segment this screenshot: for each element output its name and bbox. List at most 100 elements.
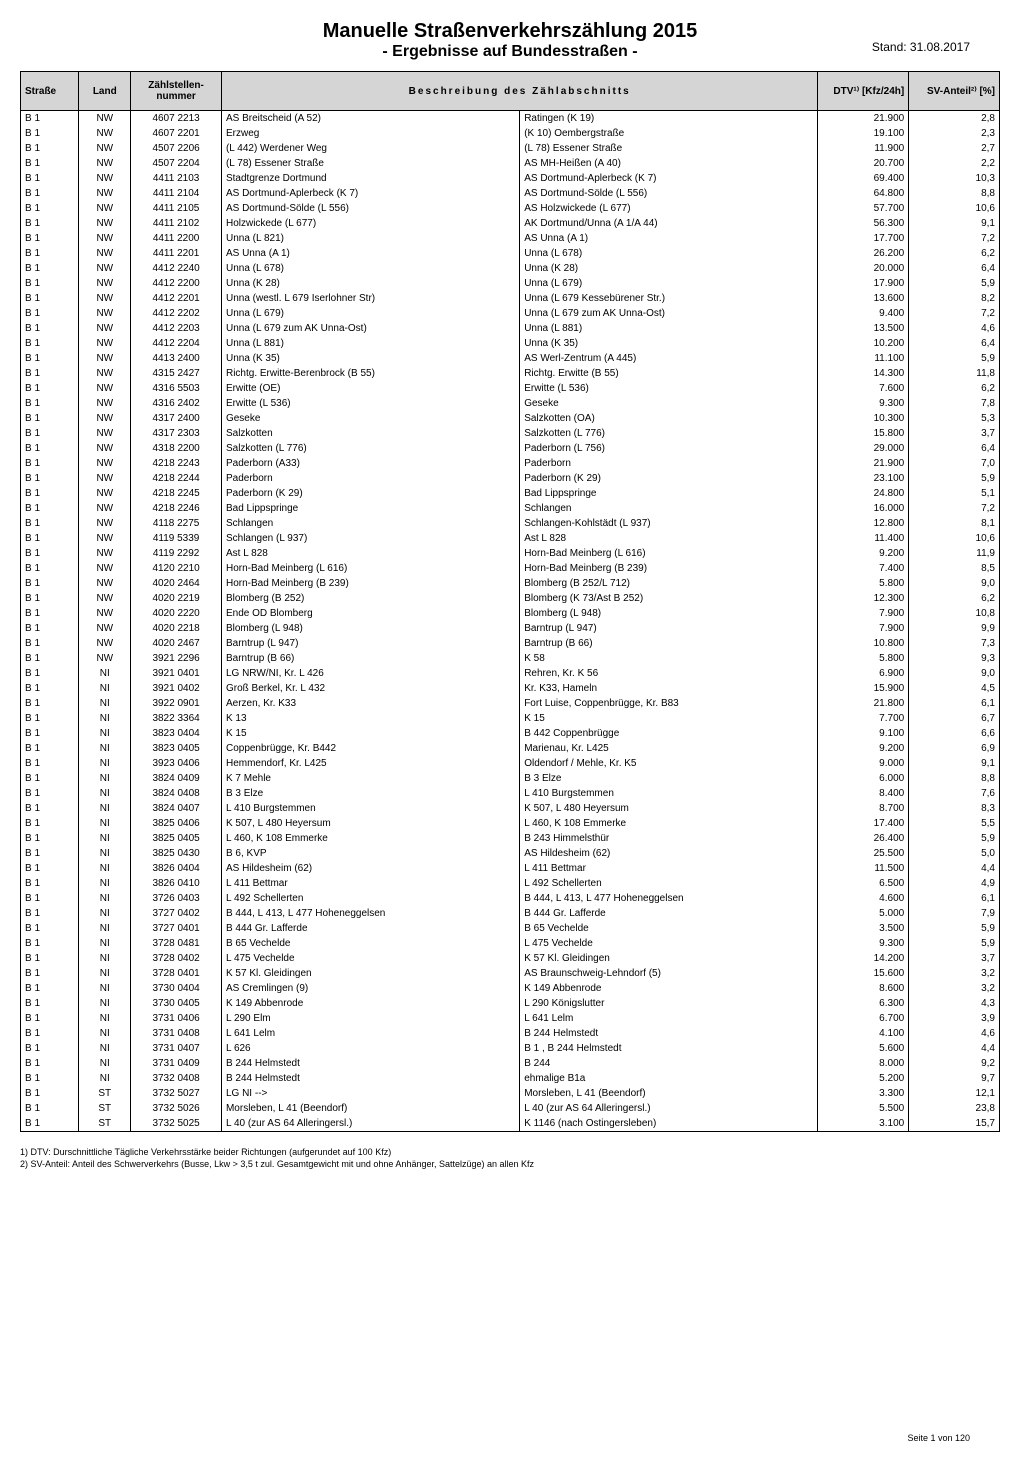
cell-dtv: 20.000 [818, 261, 909, 276]
cell-beschr2: B 444 Gr. Lafferde [520, 906, 818, 921]
cell-zaehl: 3732 0408 [131, 1071, 222, 1086]
cell-land: NI [79, 876, 131, 891]
cell-beschr2: ehmalige B1a [520, 1071, 818, 1086]
cell-beschr1: Morsleben, L 41 (Beendorf) [221, 1101, 519, 1116]
cell-land: NI [79, 921, 131, 936]
cell-land: NI [79, 846, 131, 861]
cell-beschr1: Blomberg (B 252) [221, 591, 519, 606]
cell-beschr2: Salzkotten (L 776) [520, 426, 818, 441]
table-row: B 1NI3731 0408L 641 LelmB 244 Helmstedt4… [21, 1026, 1000, 1041]
cell-dtv: 24.800 [818, 486, 909, 501]
cell-dtv: 21.900 [818, 456, 909, 471]
col-header-beschreibung: Beschreibung des Zählabschnitts [221, 72, 817, 111]
cell-zaehl: 3921 0401 [131, 666, 222, 681]
cell-land: NI [79, 966, 131, 981]
table-row: B 1NW4316 5503Erwitte (OE)Erwitte (L 536… [21, 381, 1000, 396]
cell-land: NI [79, 786, 131, 801]
cell-sv: 4,9 [909, 876, 1000, 891]
cell-zaehl: 4411 2103 [131, 171, 222, 186]
cell-land: NW [79, 651, 131, 666]
cell-land: NW [79, 231, 131, 246]
cell-dtv: 7.900 [818, 621, 909, 636]
table-row: B 1NI3825 0405L 460, K 108 EmmerkeB 243 … [21, 831, 1000, 846]
cell-beschr2: Paderborn (K 29) [520, 471, 818, 486]
cell-dtv: 9.200 [818, 546, 909, 561]
table-row: B 1NI3731 0406L 290 ElmL 641 Lelm6.7003,… [21, 1011, 1000, 1026]
cell-zaehl: 3826 0404 [131, 861, 222, 876]
cell-beschr2: Unna (L 678) [520, 246, 818, 261]
table-row: B 1NW4119 2292Ast L 828Horn-Bad Meinberg… [21, 546, 1000, 561]
table-row: B 1NW4507 2206(L 442) Werdener Weg(L 78)… [21, 141, 1000, 156]
cell-beschr2: Richtg. Erwitte (B 55) [520, 366, 818, 381]
table-row: B 1NW4020 2464Horn-Bad Meinberg (B 239)B… [21, 576, 1000, 591]
cell-zaehl: 4020 2464 [131, 576, 222, 591]
cell-dtv: 16.000 [818, 501, 909, 516]
cell-dtv: 5.800 [818, 576, 909, 591]
cell-land: NW [79, 531, 131, 546]
cell-land: NW [79, 246, 131, 261]
table-row: B 1NW4412 2240Unna (L 678)Unna (K 28)20.… [21, 261, 1000, 276]
cell-sv: 2,3 [909, 126, 1000, 141]
cell-strasse: B 1 [21, 876, 79, 891]
cell-sv: 7,3 [909, 636, 1000, 651]
cell-beschr2: AS Braunschweig-Lehndorf (5) [520, 966, 818, 981]
cell-dtv: 7.600 [818, 381, 909, 396]
cell-beschr1: Horn-Bad Meinberg (B 239) [221, 576, 519, 591]
cell-zaehl: 3731 0407 [131, 1041, 222, 1056]
cell-zaehl: 4118 2275 [131, 516, 222, 531]
cell-beschr2: L 290 Königslutter [520, 996, 818, 1011]
cell-land: NW [79, 291, 131, 306]
cell-beschr1: L 411 Bettmar [221, 876, 519, 891]
cell-sv: 5,9 [909, 921, 1000, 936]
cell-beschr2: Ast L 828 [520, 531, 818, 546]
cell-strasse: B 1 [21, 186, 79, 201]
cell-dtv: 25.500 [818, 846, 909, 861]
cell-strasse: B 1 [21, 171, 79, 186]
cell-strasse: B 1 [21, 591, 79, 606]
cell-beschr2: Unna (K 35) [520, 336, 818, 351]
cell-strasse: B 1 [21, 501, 79, 516]
cell-beschr2: B 3 Elze [520, 771, 818, 786]
cell-beschr1: AS Dortmund-Aplerbeck (K 7) [221, 186, 519, 201]
cell-sv: 8,8 [909, 771, 1000, 786]
cell-beschr1: Schlangen [221, 516, 519, 531]
cell-beschr2: Marienau, Kr. L425 [520, 741, 818, 756]
cell-dtv: 29.000 [818, 441, 909, 456]
cell-dtv: 5.200 [818, 1071, 909, 1086]
cell-strasse: B 1 [21, 276, 79, 291]
table-row: B 1NI3826 0404AS Hildesheim (62)L 411 Be… [21, 861, 1000, 876]
cell-beschr2: B 244 [520, 1056, 818, 1071]
cell-beschr2: Schlangen-Kohlstädt (L 937) [520, 516, 818, 531]
cell-land: NW [79, 501, 131, 516]
cell-strasse: B 1 [21, 681, 79, 696]
cell-strasse: B 1 [21, 381, 79, 396]
cell-strasse: B 1 [21, 306, 79, 321]
table-row: B 1NI3728 0402L 475 VecheldeK 57 Kl. Gle… [21, 951, 1000, 966]
cell-dtv: 7.400 [818, 561, 909, 576]
cell-beschr2: K 507, L 480 Heyersum [520, 801, 818, 816]
cell-zaehl: 4020 2220 [131, 606, 222, 621]
cell-zaehl: 3731 0406 [131, 1011, 222, 1026]
cell-beschr2: Blomberg (B 252/L 712) [520, 576, 818, 591]
cell-strasse: B 1 [21, 426, 79, 441]
cell-zaehl: 4607 2201 [131, 126, 222, 141]
cell-beschr2: AS Hildesheim (62) [520, 846, 818, 861]
cell-beschr2: Unna (L 679 Kessebürener Str.) [520, 291, 818, 306]
cell-dtv: 19.100 [818, 126, 909, 141]
cell-beschr2: (K 10) Oembergstraße [520, 126, 818, 141]
cell-beschr2: (L 78) Essener Straße [520, 141, 818, 156]
table-row: B 1NW4020 2218Blomberg (L 948)Barntrup (… [21, 621, 1000, 636]
cell-zaehl: 3731 0409 [131, 1056, 222, 1071]
cell-beschr2: AS Unna (A 1) [520, 231, 818, 246]
cell-land: NW [79, 576, 131, 591]
cell-sv: 6,4 [909, 441, 1000, 456]
cell-beschr1: Unna (L 679 zum AK Unna-Ost) [221, 321, 519, 336]
cell-beschr2: Morsleben, L 41 (Beendorf) [520, 1086, 818, 1101]
cell-sv: 6,7 [909, 711, 1000, 726]
table-row: B 1NW4413 2400Unna (K 35)AS Werl-Zentrum… [21, 351, 1000, 366]
cell-beschr2: B 442 Coppenbrügge [520, 726, 818, 741]
cell-land: NW [79, 126, 131, 141]
cell-sv: 9,9 [909, 621, 1000, 636]
cell-beschr1: Barntrup (B 66) [221, 651, 519, 666]
cell-dtv: 7.700 [818, 711, 909, 726]
